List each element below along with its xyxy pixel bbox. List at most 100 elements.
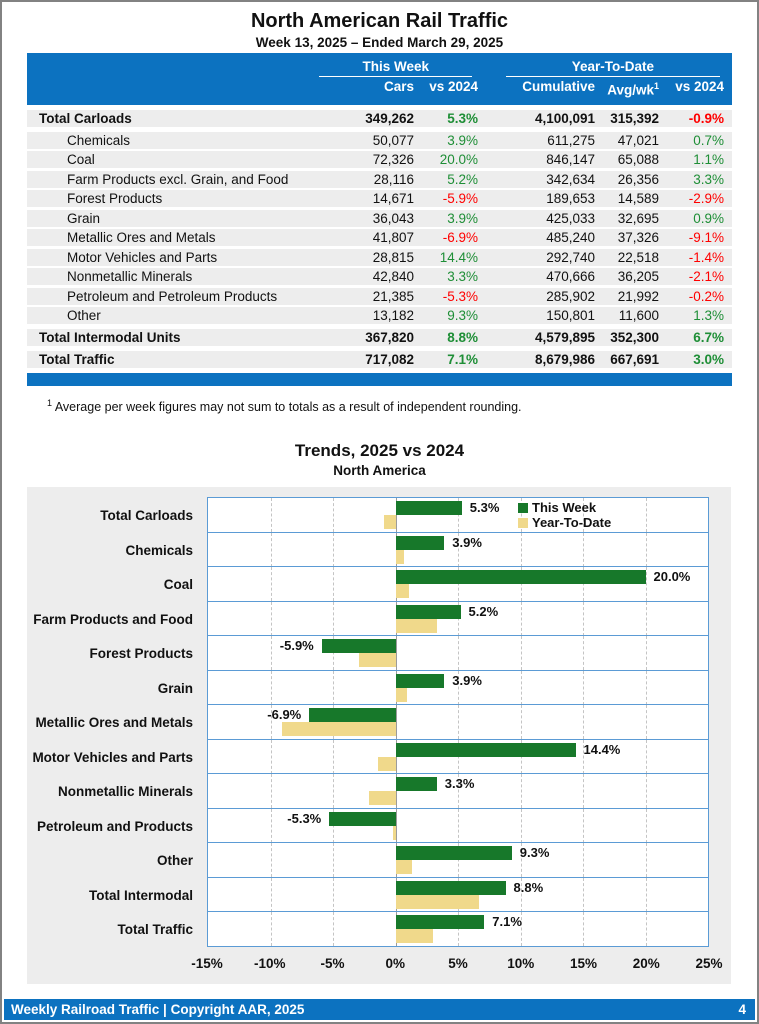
gridline (583, 705, 584, 740)
cell-cars: 28,815 (372, 249, 414, 265)
chart-row: Nonmetallic Minerals 3.3% (27, 773, 709, 810)
gridline (583, 670, 584, 705)
chart-row: Total Traffic 7.1% (27, 911, 709, 948)
cell-avg-wk: 667,691 (610, 352, 659, 367)
chart-category-panel: 20.0% (207, 566, 709, 603)
bar-value-label: -5.3% (287, 810, 322, 826)
gridline (645, 636, 647, 671)
gridline (645, 601, 647, 636)
cell-avg-wk: 65,088 (617, 152, 659, 167)
gridline (583, 774, 584, 809)
table-row: Other 13,182 9.3% 150,801 11,600 1.3% (27, 307, 732, 324)
gridline (270, 877, 272, 912)
table-row: Forest Products 14,671 -5.9% 189,653 14,589 -… (27, 190, 732, 207)
chart-category-label: Other (156, 853, 193, 869)
footer-bar: Weekly Railroad Traffic | Copyright AAR,… (4, 999, 755, 1020)
cell-avg-wk: 37,326 (617, 230, 659, 245)
bar-value-label: 5.3% (469, 500, 500, 516)
gridline (333, 808, 334, 843)
x-axis-tick-label: -5% (320, 956, 345, 972)
table-row: Motor Vehicles and Parts 28,815 14.4% 292,7… (27, 248, 732, 266)
footer-page-number: 4 (738, 1002, 746, 1017)
cell-avg-wk: 11,600 (618, 308, 659, 323)
cell-avg-wk: 26,356 (617, 171, 659, 187)
header-group-this-week: This Week (318, 57, 473, 77)
gridline (520, 498, 522, 533)
gridline (333, 498, 334, 533)
gridline (458, 601, 459, 636)
row-label: Forest Products (67, 191, 163, 206)
cell-week-vs-2024: 3.9% (447, 210, 478, 226)
cell-week-vs-2024: -5.3% (442, 288, 478, 304)
bar-this-week (395, 501, 462, 516)
chart-category-panel: 5.2% (207, 600, 709, 637)
gridline (458, 670, 459, 705)
gridline (333, 636, 334, 671)
chart-category-label: Metallic Ores and Metals (35, 715, 193, 731)
cell-ytd-vs-2024: 6.7% (693, 330, 724, 345)
row-label: Chemicals (67, 132, 131, 148)
table-header-columns: Cars vs 2024 Cumulative Avg/wk1 vs 2024 (27, 77, 732, 100)
gridline (333, 877, 334, 912)
header-spacer (27, 77, 319, 100)
gridline (458, 739, 459, 774)
row-label: Total Traffic (39, 352, 115, 367)
cell-cars: 349,262 (365, 110, 414, 126)
cell-cumulative: 425,033 (546, 210, 595, 226)
cell-week-vs-2024: -6.9% (442, 230, 478, 245)
cell-cars: 13,182 (372, 308, 414, 323)
legend-item: Year-To-Date (518, 515, 611, 530)
bar-value-label: 7.1% (492, 914, 522, 930)
cell-cumulative: 485,240 (546, 230, 595, 245)
legend-item: This Week (518, 500, 611, 515)
gridline (520, 912, 522, 947)
cell-cumulative: 8,679,986 (534, 352, 595, 367)
chart-row: Forest Products -5.9% (27, 635, 709, 672)
gridline (458, 912, 459, 947)
bar-year-to-date (395, 584, 410, 599)
table-row: Chemicals 50,077 3.9% 611,275 47,021 0.7% (27, 131, 732, 149)
gridline (583, 532, 584, 567)
gridline (583, 877, 584, 912)
gridline (583, 912, 584, 947)
bar-value-label: 3.3% (444, 776, 475, 792)
gridline (645, 670, 647, 705)
x-axis-tick-label: 0% (385, 956, 406, 972)
zero-line (395, 808, 397, 843)
gridline (583, 636, 584, 671)
gridline (645, 705, 647, 740)
gridline (645, 808, 647, 843)
page-subtitle: Week 13, 2025 – Ended March 29, 2025 (255, 35, 504, 50)
gridline (520, 567, 522, 602)
bar-year-to-date (369, 791, 396, 806)
header-spacer (482, 57, 505, 77)
table-body: Total Carloads 349,262 5.3% 4,100,091 315,39… (27, 109, 732, 368)
gridline (458, 532, 459, 567)
cell-cumulative: 846,147 (546, 152, 595, 167)
bar-this-week (395, 535, 445, 550)
cell-ytd-vs-2024: -1.4% (688, 249, 724, 265)
cell-week-vs-2024: 14.4% (439, 249, 478, 265)
chart-legend: This Week Year-To-Date (518, 500, 611, 530)
x-axis-tick-label: -15% (191, 956, 223, 972)
gridline (333, 774, 334, 809)
cell-avg-wk: 315,392 (610, 110, 659, 126)
bar-value-label: 3.9% (452, 672, 482, 688)
chart-rows: Total Carloads 5.3% This Week Year-To-Date C… (27, 497, 709, 948)
row-label: Motor Vehicles and Parts (67, 249, 218, 265)
gridline (520, 705, 522, 740)
row-label: Nonmetallic Minerals (67, 269, 193, 284)
row-label: Total Carloads (39, 110, 132, 126)
rail-traffic-table: This Week Year-To-Date Cars vs 2024 Cumu… (27, 53, 732, 386)
gridline (270, 532, 272, 567)
cell-cumulative: 342,634 (546, 171, 595, 187)
chart-row: Other 9.3% (27, 842, 709, 879)
gridline (270, 636, 272, 671)
cell-ytd-vs-2024: -0.2% (688, 288, 724, 304)
legend-swatch-icon (518, 502, 528, 513)
gridline (645, 532, 647, 567)
chart-category-label: Forest Products (89, 646, 193, 662)
cell-cars: 42,840 (372, 269, 414, 284)
bar-year-to-date (384, 515, 396, 530)
gridline (458, 808, 459, 843)
